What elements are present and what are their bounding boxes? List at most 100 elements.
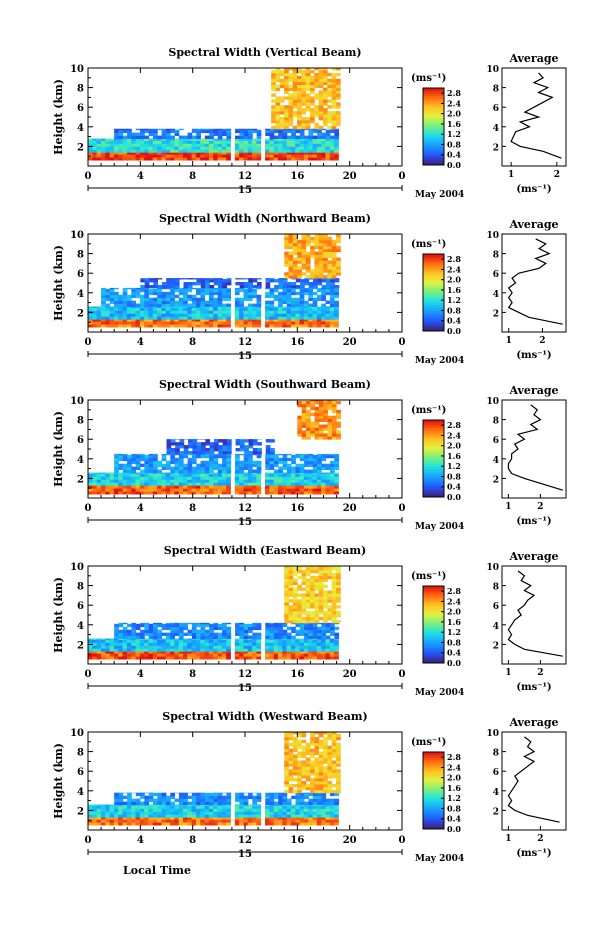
heatmap-cell [174, 300, 180, 304]
heatmap-cell [195, 143, 201, 147]
heatmap-cell [161, 316, 167, 320]
heatmap-cell [256, 138, 262, 141]
heatmap-cell [178, 811, 184, 815]
y-axis-label: Height (km) [52, 79, 65, 155]
heatmap-cell [105, 485, 110, 489]
heatmap-cell [217, 143, 223, 147]
heatmap-cell [318, 99, 324, 103]
heatmap-cell [170, 319, 175, 322]
heatmap-cell [331, 581, 337, 586]
heatmap-cell [256, 278, 262, 280]
heatmap-cell [284, 257, 289, 261]
x-tick-label: 16 [290, 669, 304, 680]
heatmap-cell [330, 284, 336, 289]
heatmap-cell [271, 93, 276, 97]
heatmap-cell [191, 623, 197, 628]
heatmap-cell [305, 125, 311, 130]
heatmap-cell [269, 152, 275, 155]
heatmap-cell [88, 811, 93, 815]
heatmap-cell [299, 300, 305, 304]
heatmap-cell [188, 445, 193, 449]
heatmap-cell [252, 279, 258, 283]
heatmap-cell [183, 450, 189, 455]
heatmap-cell [114, 135, 119, 139]
heatmap-cell [200, 466, 206, 470]
heatmap-cell [213, 306, 218, 308]
heatmap-cell [304, 635, 309, 639]
heatmap-cell [316, 808, 322, 812]
heatmap-cell [329, 300, 335, 304]
heatmap-cell [96, 811, 102, 815]
x-tick-label: 20 [343, 503, 357, 514]
heatmap-cell [327, 251, 333, 255]
heatmap-cell [213, 310, 218, 314]
heatmap-cell [334, 491, 339, 495]
heatmap-cell [118, 623, 124, 628]
heatmap-cell [322, 108, 328, 112]
heatmap-cell [144, 469, 150, 473]
heatmap-cell [170, 645, 175, 649]
heatmap-cell [161, 129, 167, 134]
heatmap-cell [314, 412, 320, 417]
heatmap-cell [247, 149, 253, 153]
heatmap-cell [239, 152, 244, 155]
heatmap-cell [284, 602, 289, 606]
heatmap-cell [284, 75, 289, 80]
heatmap-cell [208, 157, 214, 161]
heatmap-cell [200, 622, 206, 625]
heatmap-cell [275, 78, 281, 83]
heatmap-cell [152, 814, 158, 818]
heatmap-cell [221, 639, 227, 643]
heatmap-cell [174, 313, 180, 317]
heatmap-cell [282, 623, 288, 628]
heatmap-cell [305, 96, 311, 100]
heatmap-cell [275, 111, 281, 115]
heatmap-cell [144, 282, 150, 286]
heatmap-cell [269, 638, 275, 640]
heatmap-cell [239, 491, 244, 495]
heatmap-cell [297, 266, 302, 270]
heatmap-cell [321, 316, 326, 320]
heatmap-cell [209, 450, 215, 455]
heatmap-cell [205, 439, 211, 443]
heatmap-cell [191, 642, 197, 646]
heatmap-cell [316, 146, 322, 150]
heatmap-cell [208, 307, 214, 311]
colorbar-swatch [423, 98, 444, 102]
heatmap-cell [288, 269, 294, 273]
heatmap-cell [299, 795, 305, 800]
heatmap-cell [174, 482, 180, 486]
colorbar-swatch [423, 274, 444, 278]
heatmap-cell [295, 453, 301, 456]
heatmap-cell [153, 463, 158, 468]
heatmap-cell [200, 811, 205, 815]
heatmap-cell [301, 117, 307, 121]
heatmap-cells [88, 68, 341, 161]
heatmap-cell [308, 632, 314, 636]
heatmap-cell [325, 313, 331, 317]
heatmap-cell [299, 294, 305, 299]
heatmap-cell [312, 460, 318, 465]
heatmap-cell [165, 805, 171, 809]
heatmap-cell [195, 482, 201, 486]
heatmap-cell [239, 653, 244, 657]
heatmap-cell [187, 284, 193, 289]
heatmap-cell [148, 805, 154, 809]
heatmap-cell [165, 635, 171, 639]
heatmap-cell [122, 316, 128, 320]
heatmap-cell [327, 427, 333, 431]
heatmap-cell [113, 472, 119, 474]
heatmap-cell [148, 316, 154, 320]
heatmap-cell [131, 819, 136, 823]
heatmap-cell [165, 129, 171, 134]
heatmap-cell [301, 412, 307, 417]
heatmap-cell [213, 324, 218, 328]
heatmap-cell [157, 287, 162, 290]
heatmap-cell [191, 819, 197, 823]
heatmap-cell [316, 140, 322, 144]
heatmap-cell [178, 639, 184, 643]
heatmap-cell [310, 269, 315, 273]
average-x-tick-label: 2 [537, 502, 543, 512]
heatmap-cell [256, 316, 262, 320]
